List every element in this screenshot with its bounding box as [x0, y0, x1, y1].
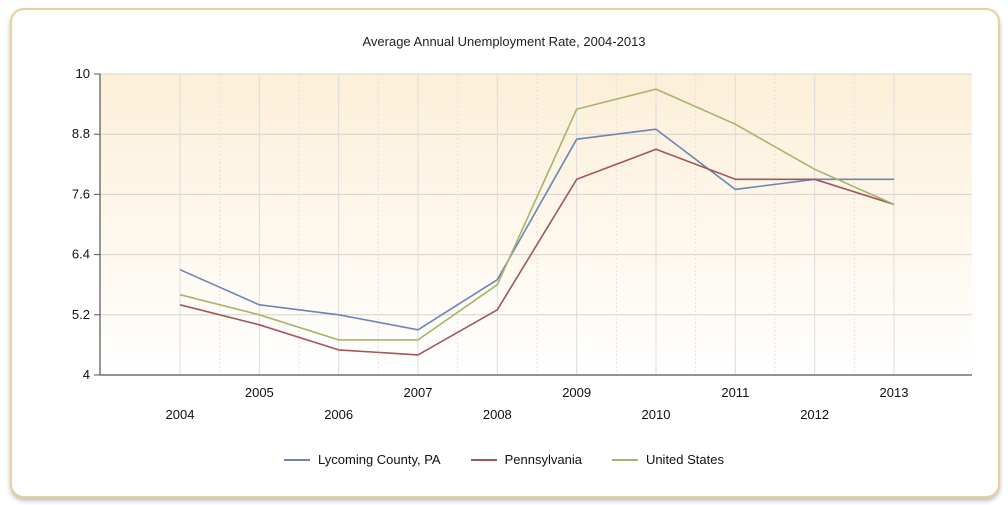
x-tick-label: 2008 [483, 407, 512, 422]
x-tick-label: 2004 [166, 407, 195, 422]
legend-label: United States [645, 452, 724, 467]
legend-label: Pennsylvania [504, 452, 582, 467]
plot-area [100, 74, 972, 375]
y-tick-label: 5.2 [72, 307, 90, 322]
y-tick-label: 6.4 [72, 247, 90, 262]
x-tick-label: 2009 [562, 385, 591, 400]
legend-swatch [470, 458, 497, 461]
y-tick-label: 8.8 [72, 126, 90, 141]
x-tick-label: 2006 [324, 407, 353, 422]
legend-swatch [284, 458, 311, 461]
x-tick-label: 2012 [800, 407, 829, 422]
chart-legend: Lycoming County, PA Pennsylvania United St… [0, 452, 1008, 467]
x-tick-label: 2010 [642, 407, 671, 422]
legend-item: Lycoming County, PA [284, 452, 441, 467]
x-tick-label: 2011 [721, 385, 749, 400]
legend-item: Pennsylvania [470, 452, 582, 467]
axes [94, 73, 972, 376]
y-tick-label: 4 [83, 367, 90, 382]
series-lines [179, 88, 895, 356]
series-line [179, 148, 895, 356]
tick-labels: 4 5.2 6.4 7.6 8.8 10 2004 2005 2006 2007 2008 2009 2… [72, 66, 909, 422]
x-tick-label: 2005 [245, 385, 274, 400]
legend-item: United States [611, 452, 724, 467]
legend-swatch [611, 458, 638, 461]
x-tick-label: 2013 [880, 385, 909, 400]
series-line [179, 128, 894, 331]
legend-label: Lycoming County, PA [318, 452, 441, 467]
x-tick-label: 2007 [404, 385, 433, 400]
y-tick-label: 7.6 [72, 186, 90, 201]
chart-title: Average Annual Unemployment Rate, 2004-2… [362, 34, 646, 49]
series-line [179, 88, 895, 341]
y-tick-label: 10 [76, 66, 90, 81]
gridlines [100, 73, 972, 375]
